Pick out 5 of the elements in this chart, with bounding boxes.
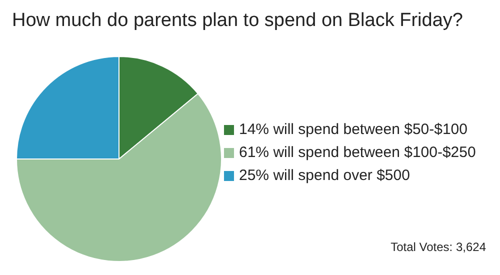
chart-title: How much do parents plan to spend on Black Friday? — [12, 10, 463, 32]
text: Total Votes: 3,624 — [390, 240, 486, 254]
legend-label: 25% will spend over $500 — [239, 166, 410, 186]
legend-label: 61% will spend between $100-$250 — [239, 143, 476, 163]
legend-label: 14% will spend between $50-$100 — [239, 120, 468, 140]
